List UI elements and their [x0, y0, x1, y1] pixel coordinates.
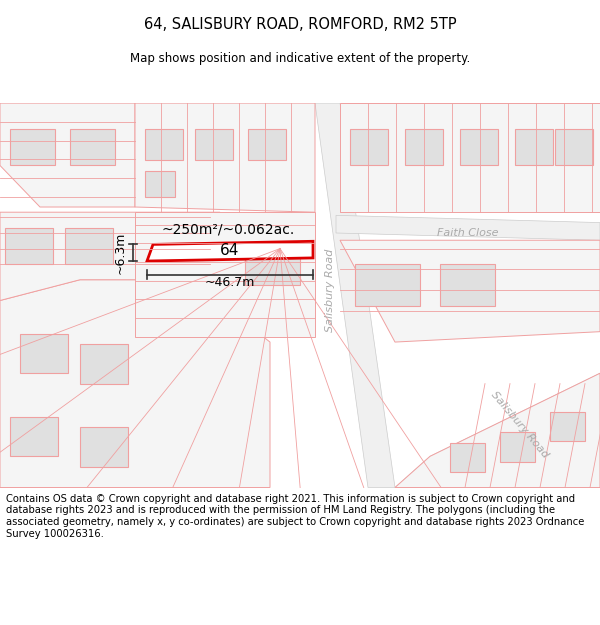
Text: Faith Close: Faith Close	[437, 228, 499, 238]
Text: 64, SALISBURY ROAD, ROMFORD, RM2 5TP: 64, SALISBURY ROAD, ROMFORD, RM2 5TP	[143, 17, 457, 32]
Polygon shape	[315, 103, 395, 488]
Bar	[10, 417, 58, 456]
Text: ~250m²/~0.062ac.: ~250m²/~0.062ac.	[161, 223, 295, 237]
Text: Salisbury Road: Salisbury Road	[325, 248, 335, 332]
Bar	[20, 334, 68, 373]
Bar	[70, 129, 115, 166]
Text: Map shows position and indicative extent of the property.: Map shows position and indicative extent…	[130, 52, 470, 65]
Text: Contains OS data © Crown copyright and database right 2021. This information is : Contains OS data © Crown copyright and d…	[6, 494, 584, 539]
Polygon shape	[340, 240, 600, 342]
Text: Salisbury Road: Salisbury Road	[490, 390, 551, 461]
Bar	[500, 432, 535, 461]
Bar	[145, 171, 175, 197]
Text: ~6.3m: ~6.3m	[113, 231, 127, 274]
Bar	[195, 129, 233, 160]
Polygon shape	[0, 103, 135, 207]
Bar	[5, 228, 53, 264]
Polygon shape	[147, 241, 313, 261]
Bar	[405, 129, 443, 166]
Polygon shape	[135, 103, 315, 212]
Bar	[80, 344, 128, 384]
Bar	[145, 129, 183, 160]
Bar	[248, 129, 286, 160]
Bar	[65, 228, 113, 264]
Bar	[450, 443, 485, 472]
Polygon shape	[395, 373, 600, 488]
Bar	[460, 129, 498, 166]
Bar	[440, 264, 495, 306]
Bar	[10, 129, 55, 166]
Polygon shape	[0, 213, 220, 301]
Polygon shape	[340, 103, 600, 212]
Polygon shape	[336, 216, 600, 240]
Polygon shape	[395, 373, 600, 488]
Bar	[80, 428, 128, 467]
Bar	[550, 412, 585, 441]
Bar	[350, 129, 388, 166]
Polygon shape	[0, 280, 270, 488]
Bar	[245, 249, 300, 285]
Bar	[555, 129, 593, 166]
Bar	[515, 129, 553, 166]
Polygon shape	[135, 213, 315, 337]
Text: 64: 64	[220, 243, 239, 258]
Text: ~46.7m: ~46.7m	[205, 276, 255, 289]
Bar	[355, 264, 420, 306]
